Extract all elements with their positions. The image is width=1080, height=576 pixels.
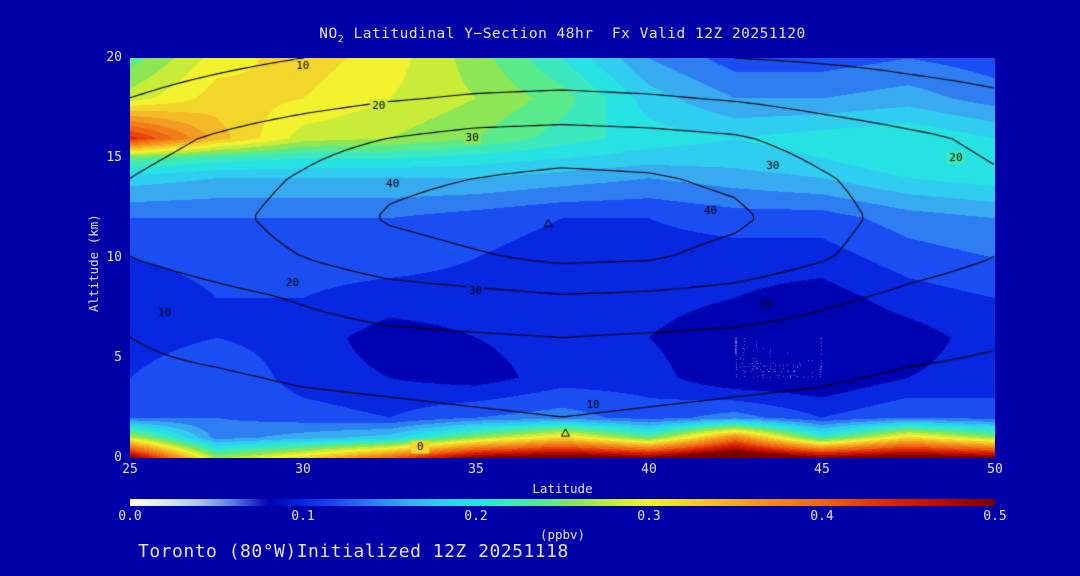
x-tick-label: 25 — [122, 462, 138, 477]
x-axis-label: Latitude — [532, 481, 593, 496]
x-tick-label: 30 — [295, 462, 311, 477]
x-tick-label: 40 — [641, 462, 657, 477]
colorbar-tick-label: 0.2 — [464, 509, 488, 524]
title-rest: Latitudinal Y−Section 48hr Fx Valid 12Z … — [344, 26, 806, 42]
colorbar-tick-label: 0.5 — [983, 509, 1007, 524]
colorbar-unit-label: (ppbv) — [539, 527, 586, 542]
y-tick-label: 15 — [106, 150, 122, 165]
colorbar-tick-label: 0.1 — [291, 509, 315, 524]
plot-title: NO2 Latitudinal Y−Section 48hr Fx Valid … — [130, 26, 995, 45]
x-tick-label: 50 — [987, 462, 1003, 477]
colorbar-tick-label: 0.3 — [637, 509, 661, 524]
y-tick-label: 0 — [114, 450, 122, 465]
y-tick-label: 20 — [106, 50, 122, 65]
title-subscript: 2 — [337, 33, 345, 45]
colorbar — [130, 499, 995, 506]
x-tick-label: 45 — [814, 462, 830, 477]
colorbar-tick-label: 0.4 — [810, 509, 834, 524]
heatmap-contour-canvas — [130, 58, 995, 458]
footer-annotation: Toronto (80°W)Initialized 12Z 20251118 — [138, 541, 569, 562]
title-prefix: NO — [319, 26, 338, 42]
y-tick-label: 10 — [106, 250, 122, 265]
x-tick-label: 35 — [468, 462, 484, 477]
y-tick-label: 5 — [114, 350, 122, 365]
colorbar-tick-label: 0.0 — [118, 509, 142, 524]
